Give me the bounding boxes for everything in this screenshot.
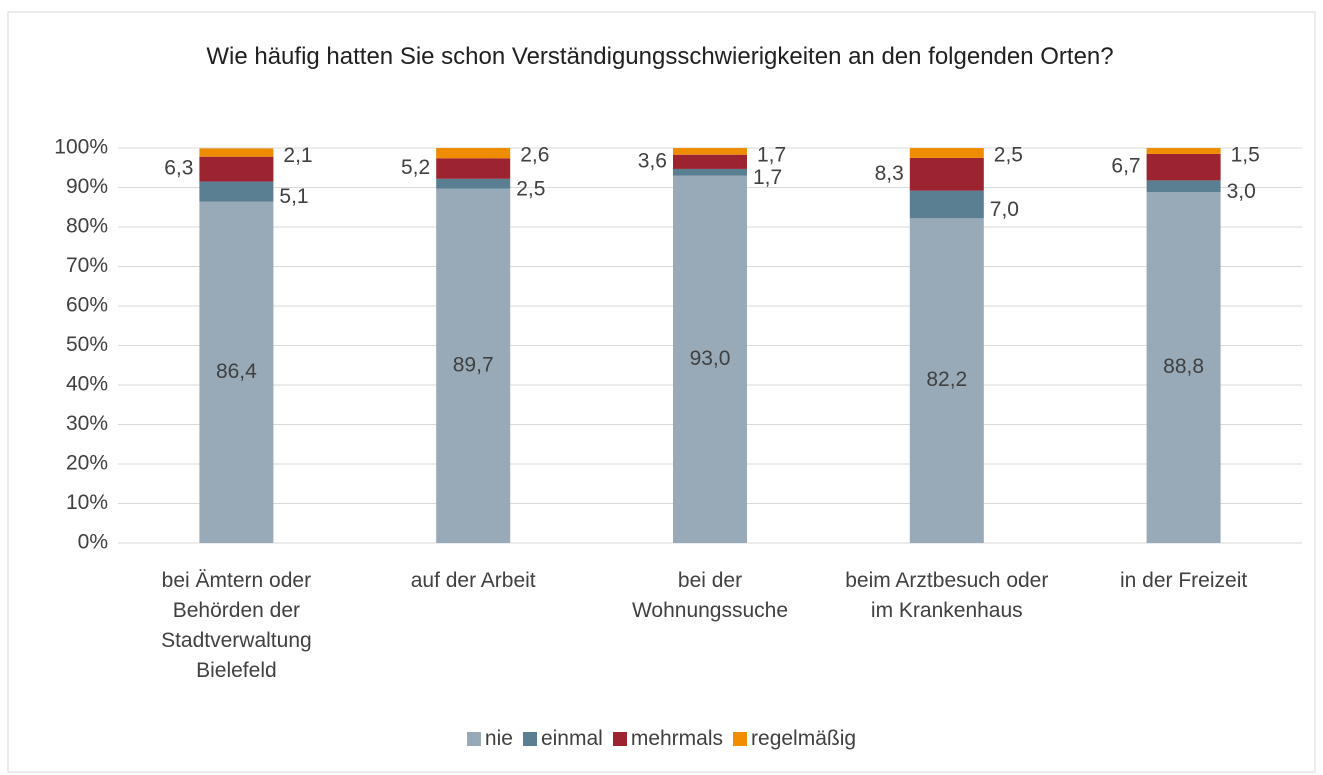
- legend-label: mehrmals: [630, 727, 724, 750]
- bar-segment: [436, 178, 511, 189]
- y-tick-label: 80%: [66, 215, 108, 238]
- legend: nie einmal mehrmals regelmäßig: [0, 727, 1323, 751]
- bar-segment: [199, 148, 274, 157]
- data-label: 1,7: [757, 144, 786, 167]
- data-label: 1,5: [1231, 144, 1260, 167]
- y-tick-label: 0%: [78, 531, 108, 554]
- bar-segment: [673, 148, 747, 155]
- y-tick-label: 30%: [66, 412, 108, 435]
- bar-segment: [673, 154, 747, 169]
- legend-item: mehrmals: [612, 727, 724, 751]
- y-tick-label: 50%: [66, 333, 108, 356]
- y-tick-label: 90%: [66, 175, 108, 198]
- bar-segment: [909, 148, 984, 158]
- data-label: 3,0: [1227, 180, 1256, 203]
- y-tick-label: 20%: [66, 452, 108, 475]
- legend-item: einmal: [522, 727, 603, 751]
- x-tick-label: in der Freizeit: [1119, 569, 1248, 592]
- x-tick-label: bei der Wohnungssuche: [631, 569, 789, 622]
- data-label: 1,7: [753, 166, 782, 189]
- x-tick-label: beim Arztbesuch oder im Krankenhaus: [845, 569, 1049, 622]
- data-label: 7,0: [990, 198, 1019, 221]
- bar-segment: [199, 181, 274, 202]
- legend-item: nie: [466, 727, 513, 751]
- chart-border: [7, 11, 1316, 773]
- legend-label: nie: [484, 727, 513, 750]
- legend-item: regelmäßig: [733, 727, 856, 751]
- y-tick-label: 60%: [66, 294, 108, 317]
- bar-segment: [673, 168, 747, 176]
- data-label: 89,7: [453, 353, 494, 376]
- bar-segment: [1146, 192, 1221, 544]
- legend-swatch: [522, 732, 537, 746]
- data-label: 2,5: [516, 177, 545, 200]
- data-label: 2,6: [520, 144, 549, 167]
- data-label: 6,3: [164, 157, 193, 180]
- bar-segment: [199, 201, 274, 543]
- data-label: 5,2: [401, 156, 430, 179]
- legend-label: einmal: [540, 727, 603, 750]
- bar-segment: [909, 218, 984, 543]
- data-label: 5,1: [279, 185, 308, 208]
- y-tick-label: 10%: [66, 491, 108, 514]
- chart-title: Wie häufig hatten Sie schon Verständigun…: [206, 43, 1114, 70]
- bar-segment: [436, 148, 511, 159]
- x-tick-label: auf der Arbeit: [410, 569, 536, 592]
- y-tick-label: 40%: [66, 373, 108, 396]
- legend-swatch: [466, 732, 481, 746]
- bar-segment: [1146, 153, 1221, 181]
- x-tick-label: bei Ämtern oder Behörden der Stadtverwal…: [161, 569, 312, 682]
- data-label: 93,0: [690, 347, 731, 370]
- legend-label: regelmäßig: [751, 727, 857, 750]
- data-label: 2,5: [994, 144, 1023, 167]
- bar-segment: [909, 190, 984, 219]
- data-label: 86,4: [216, 360, 257, 383]
- bar-segment: [1146, 148, 1221, 154]
- legend-swatch: [612, 732, 627, 746]
- bar-segment: [673, 175, 747, 543]
- y-tick-label: 70%: [66, 254, 108, 277]
- data-label: 3,6: [638, 149, 667, 172]
- data-label: 82,2: [926, 368, 967, 391]
- bar-segment: [1146, 180, 1221, 193]
- y-tick-label: 100%: [54, 136, 108, 159]
- data-label: 2,1: [283, 144, 312, 167]
- data-label: 88,8: [1163, 355, 1204, 378]
- bar-segment: [436, 158, 511, 179]
- bar-segment: [436, 188, 511, 543]
- bar-segment: [199, 156, 274, 182]
- data-label: 8,3: [875, 162, 904, 185]
- bar-segment: [909, 157, 984, 191]
- data-label: 6,7: [1111, 155, 1140, 178]
- legend-swatch: [733, 732, 748, 746]
